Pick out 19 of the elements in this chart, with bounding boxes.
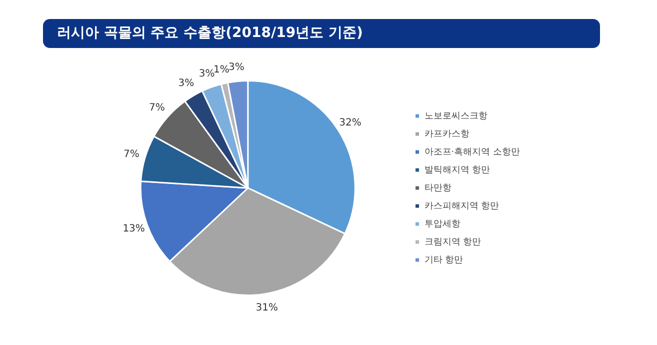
legend-label: 아조프·흑해지역 소항만 xyxy=(424,147,520,158)
legend-label: 타만항 xyxy=(424,183,452,194)
legend-label: 노보로씨스크항 xyxy=(424,111,488,122)
data-label: 13% xyxy=(122,224,145,235)
legend-label: 카프카스항 xyxy=(424,129,470,140)
legend-label: 크림지역 항만 xyxy=(424,237,482,248)
legend-label: 발틱해지역 항만 xyxy=(424,165,490,176)
legend-label: 투압세항 xyxy=(424,219,460,230)
legend-label: 카스피해지역 항만 xyxy=(424,201,500,212)
chart-title: 러시아 곡물의 주요 수출항(2018/19년도 기준) xyxy=(43,19,600,48)
data-label: 1% xyxy=(214,64,230,76)
data-label: 3% xyxy=(228,62,244,73)
legend-label: 기타 항만 xyxy=(424,255,464,266)
data-label: 31% xyxy=(256,302,278,314)
data-label: 7% xyxy=(149,102,165,114)
data-label: 32% xyxy=(339,118,362,129)
data-label: 7% xyxy=(124,148,140,160)
data-label: 3% xyxy=(178,78,194,90)
data-label: 3% xyxy=(198,68,215,80)
